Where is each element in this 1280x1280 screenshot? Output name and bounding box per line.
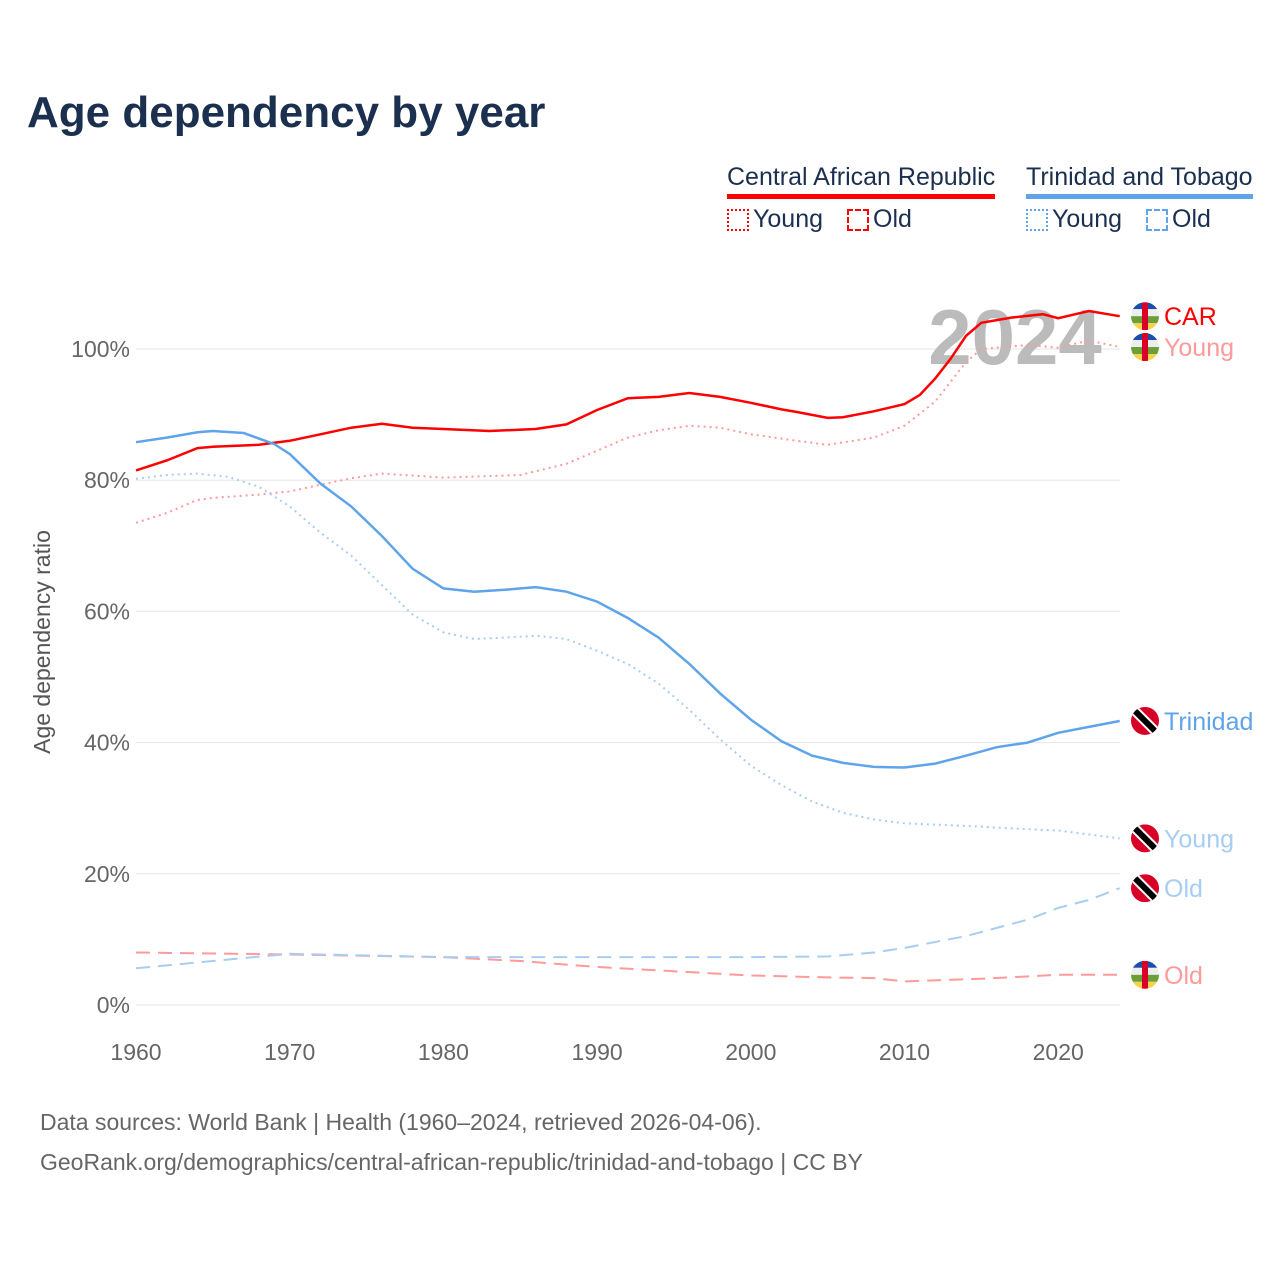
- series-line-trinidad: [135, 429, 1120, 769]
- y-tick-label: 0%: [97, 992, 130, 1018]
- y-tick-label: 80%: [84, 467, 130, 493]
- y-tick-label: 20%: [84, 861, 130, 887]
- dotted-swatch-icon: [1026, 208, 1048, 231]
- end-label: Trinidad: [1164, 708, 1253, 736]
- series-line-car-young: [135, 339, 1120, 524]
- x-tick-label: 1990: [572, 1039, 623, 1065]
- end-label: Young: [1164, 825, 1234, 853]
- car-flag-icon: [1131, 302, 1159, 330]
- series-line-car-old: [135, 951, 1120, 983]
- dashed-swatch-icon: [1146, 208, 1168, 231]
- legend-trinidad[interactable]: Trinidad and Tobago: [1026, 163, 1253, 199]
- series-line-trinidad-young: [135, 472, 1120, 840]
- legend-car-old[interactable]: Old: [847, 205, 912, 234]
- dashed-swatch-icon: [847, 208, 869, 231]
- legend-label: Young: [753, 205, 823, 233]
- x-tick-label: 2020: [1033, 1039, 1084, 1065]
- trinidad-flag-icon: [1131, 874, 1159, 902]
- y-tick-label: 60%: [84, 598, 130, 624]
- end-label: CAR: [1164, 303, 1217, 331]
- x-tick-label: 1970: [264, 1039, 315, 1065]
- legend-label: Old: [1172, 205, 1211, 233]
- car-flag-icon: [1131, 961, 1159, 989]
- end-label: Old: [1164, 875, 1203, 903]
- footer-link[interactable]: GeoRank.org/demographics/central-african…: [40, 1149, 863, 1175]
- y-tick-label: 100%: [71, 336, 130, 362]
- series-line-car: [135, 309, 1120, 472]
- year-watermark: 2024: [928, 293, 1102, 381]
- trinidad-flag-icon: [1131, 824, 1159, 852]
- car-flag-icon: [1131, 333, 1159, 361]
- x-tick-label: 2010: [879, 1039, 930, 1065]
- x-tick-label: 2000: [725, 1039, 776, 1065]
- end-label: Old: [1164, 962, 1203, 990]
- legend-label: Young: [1052, 205, 1122, 233]
- x-tick-label: 1960: [110, 1039, 161, 1065]
- y-tick-label: 40%: [84, 730, 130, 756]
- series-line-trinidad-old: [135, 887, 1121, 970]
- x-tick-label: 1980: [418, 1039, 469, 1065]
- dotted-swatch-icon: [727, 208, 749, 231]
- page-title: Age dependency by year: [27, 88, 546, 137]
- legend-car-young[interactable]: Young: [727, 205, 823, 234]
- trinidad-flag-icon: [1131, 707, 1159, 735]
- legend-label: Old: [873, 205, 912, 233]
- legend-tt-young[interactable]: Young: [1026, 205, 1122, 234]
- end-label: Young: [1164, 334, 1234, 362]
- legend-tt-old[interactable]: Old: [1146, 205, 1211, 234]
- y-axis-label: Age dependency ratio: [29, 530, 55, 754]
- legend-car[interactable]: Central African Republic: [727, 163, 996, 199]
- footer-sources: Data sources: World Bank | Health (1960–…: [40, 1109, 762, 1135]
